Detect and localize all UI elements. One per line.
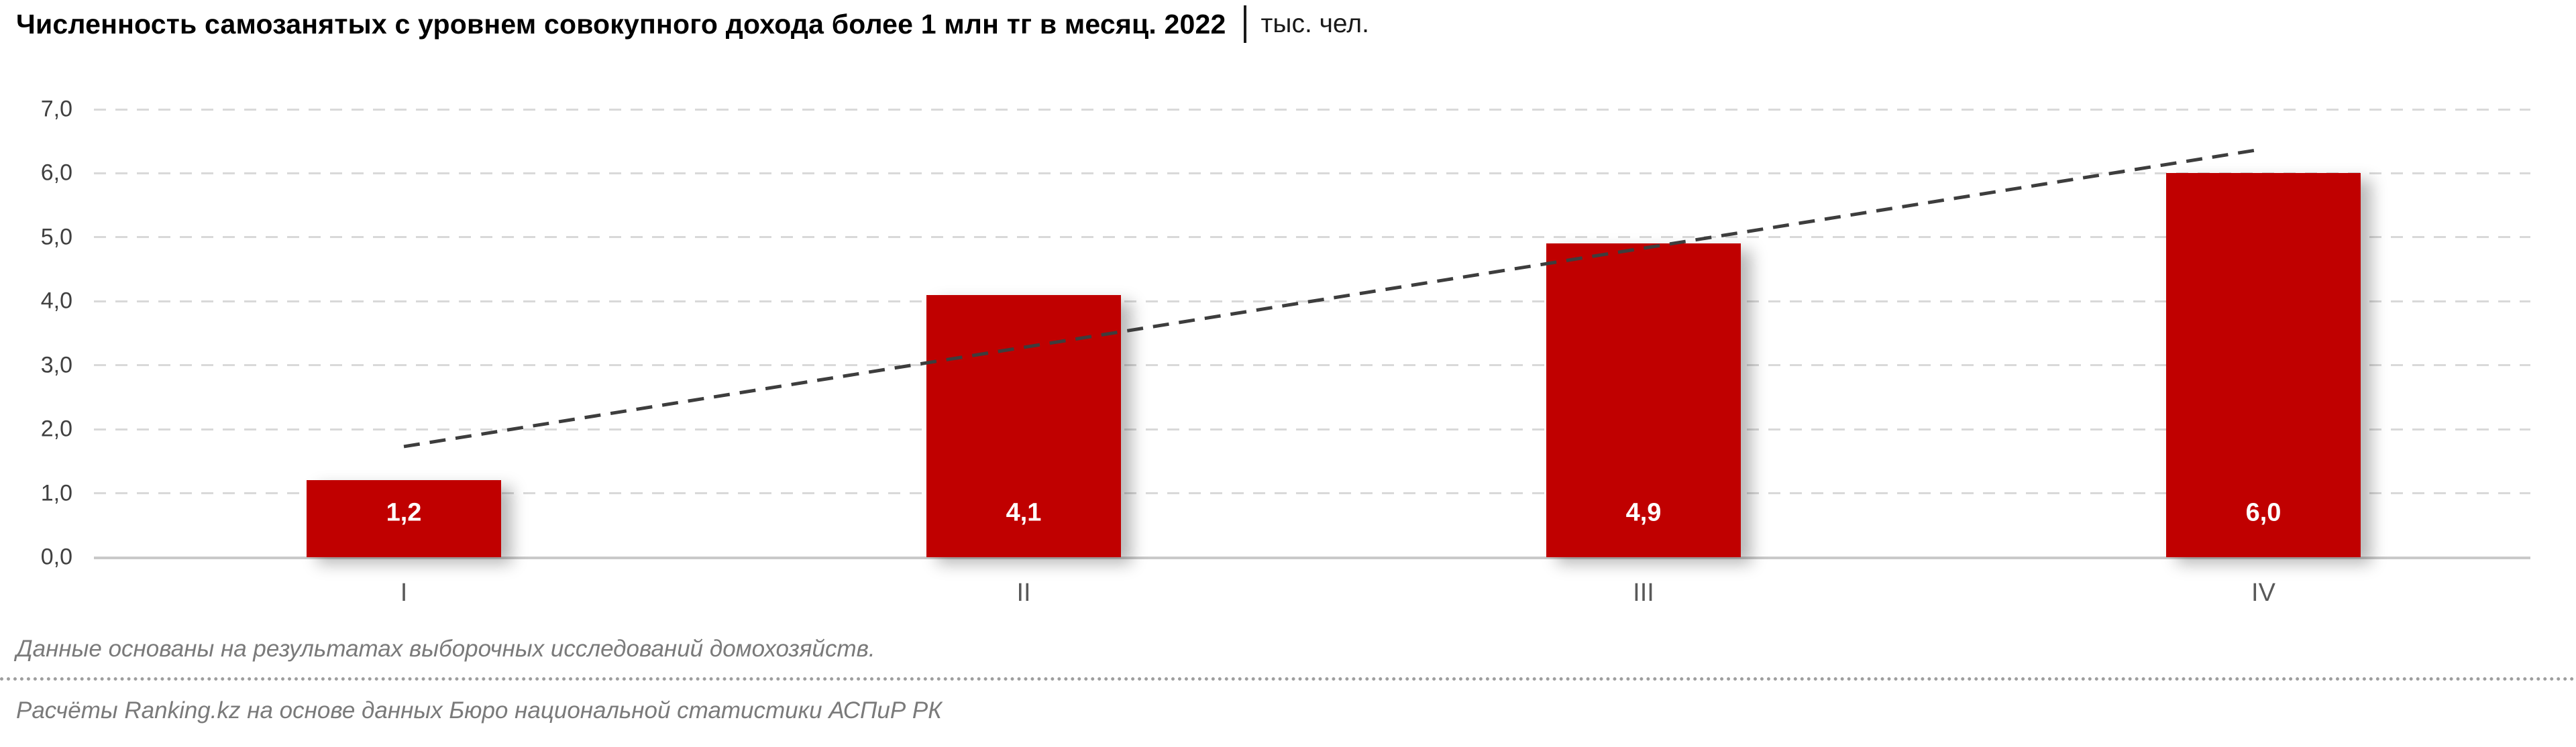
y-tick-label: 0,0 [40,544,72,570]
footnote-methodology: Данные основаны на результатах выборочны… [16,636,875,662]
category-label-I: I [400,579,408,607]
category-label-IV: IV [2251,579,2275,607]
bar-value-label: 4,9 [1625,498,1662,527]
gridline [94,236,2530,239]
y-tick-label: 4,0 [40,288,72,314]
bar-value-label: 4,1 [1006,498,1042,527]
gridline [94,492,2530,495]
y-tick-label: 5,0 [40,224,72,250]
page-title: Численность самозанятых с уровнем совоку… [16,5,1369,43]
chart-title-text: Численность самозанятых с уровнем совоку… [16,8,1226,40]
chart-unit-label: тыс. чел. [1260,9,1369,38]
y-tick-label: 3,0 [40,352,72,378]
dotted-divider [0,677,2576,681]
category-label-III: III [1633,579,1654,607]
gridline [94,364,2530,367]
y-tick-label: 7,0 [40,96,72,122]
y-tick-label: 6,0 [40,160,72,186]
bar-I [307,480,501,557]
y-tick-label: 2,0 [40,416,72,442]
gridline [94,300,2530,302]
gridline [94,172,2530,174]
bar-value-label: 6,0 [2245,498,2282,527]
gridline [94,108,2530,111]
bar-value-label: 1,2 [386,498,422,527]
title-separator-bar [1243,5,1246,43]
y-tick-label: 1,0 [40,480,72,506]
category-label-II: II [1016,579,1031,607]
footnote-source: Расчёты Ranking.kz на основе данных Бюро… [16,697,942,724]
x-axis-line [94,556,2530,559]
gridline [94,428,2530,430]
bar-chart-plot-area: 7,0 6,0 5,0 4,0 3,0 2,0 1,0 0,0 1,2 I 4,1 II 4,9 III 6… [40,96,2530,607]
